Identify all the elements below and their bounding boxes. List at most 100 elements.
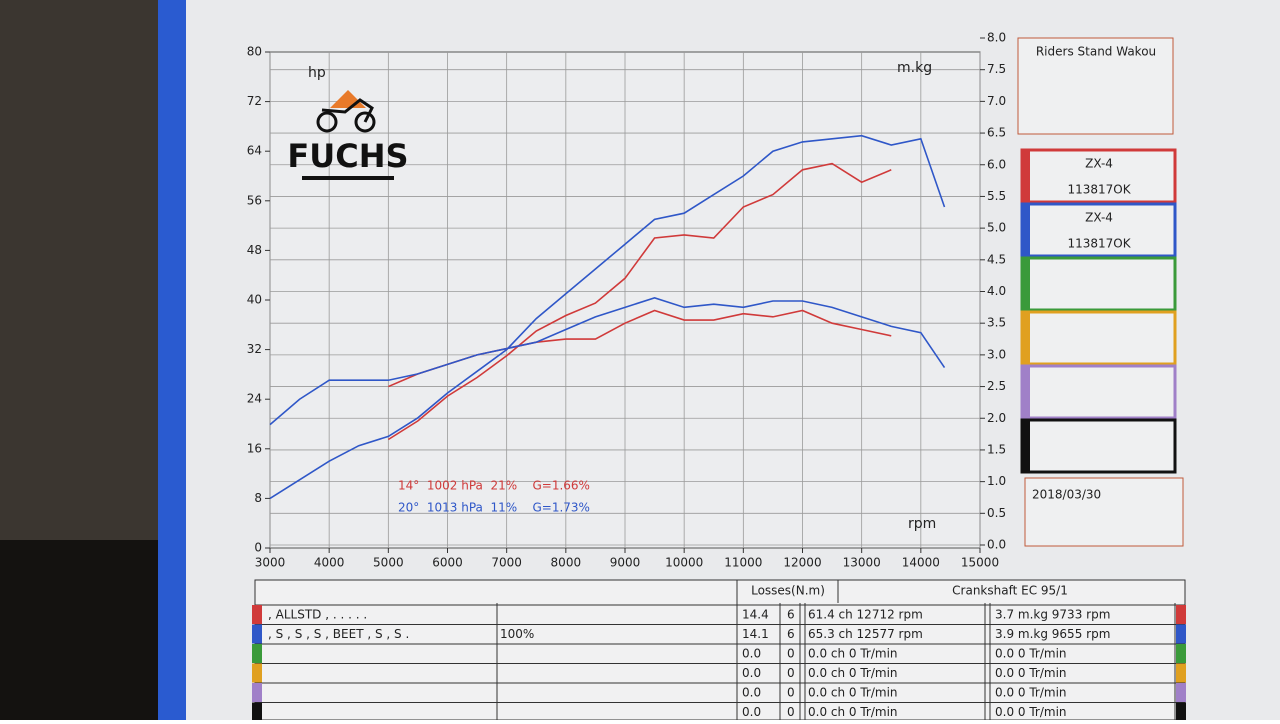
row-swatch <box>1176 663 1186 683</box>
legend-swatch <box>1022 366 1030 418</box>
table-cell: 0.0 0 Tr/min <box>995 686 1067 700</box>
table-cell: 3.7 m.kg 9733 rpm <box>995 608 1110 622</box>
table-cell: 0 <box>787 686 795 700</box>
y-tick-label: 56 <box>247 193 262 207</box>
legend-swatch <box>1022 258 1030 310</box>
y2-tick-label: 4.0 <box>987 284 1006 298</box>
table-cell: 6 <box>787 627 795 641</box>
date: 2018/03/30 <box>1032 488 1101 502</box>
legend-entry: ZX-4 <box>1085 157 1113 171</box>
legend-entry: 113817OK <box>1067 237 1131 251</box>
y-tick-label: 40 <box>247 293 262 307</box>
table-cell: , ALLSTD , . . . . . <box>268 608 367 622</box>
logo-wheel <box>354 111 376 133</box>
x-tick-label: 7000 <box>491 556 522 570</box>
y2-tick-label: 6.0 <box>987 157 1006 171</box>
table-cell: 100% <box>500 627 534 641</box>
y-tick-label: 80 <box>247 45 262 59</box>
x-tick-label: 12000 <box>783 556 821 570</box>
table-cell: 0 <box>787 666 795 680</box>
row-swatch <box>1176 702 1186 722</box>
logo: FUCHS <box>287 90 409 180</box>
row-swatch <box>252 702 262 722</box>
legend-swatch <box>1022 312 1030 364</box>
x-tick-label: 13000 <box>843 556 881 570</box>
row-swatch <box>252 663 262 683</box>
table-cell: 0.0 <box>742 686 761 700</box>
table-cell: 6 <box>787 608 795 622</box>
y2-tick-label: 5.5 <box>987 189 1006 203</box>
x-tick-label: 15000 <box>961 556 999 570</box>
y2-tick-label: 1.0 <box>987 474 1006 488</box>
y2-tick-label: 3.0 <box>987 347 1006 361</box>
table-cell: 0.0 ch 0 Tr/min <box>808 647 898 661</box>
x-tick-label: 11000 <box>724 556 762 570</box>
legend-swatch <box>1022 150 1030 202</box>
y-tick-label: 0 <box>254 541 262 555</box>
y2-tick-label: 0.0 <box>987 538 1006 552</box>
x-tick-label: 5000 <box>373 556 404 570</box>
table-cell: 14.4 <box>742 608 769 622</box>
row-swatch <box>1176 605 1186 624</box>
y2-tick-label: 1.5 <box>987 442 1006 456</box>
logo-bike <box>321 98 374 123</box>
legend-swatch <box>1022 420 1030 472</box>
legend-entry: ZX-4 <box>1085 211 1113 225</box>
x-tick-label: 8000 <box>551 556 582 570</box>
right-unit: m.kg <box>897 60 932 76</box>
logo-text: FUCHS <box>287 137 408 175</box>
table-cell: 0.0 <box>742 666 761 680</box>
y2-tick-label: 7.0 <box>987 94 1006 108</box>
y-tick-label: 24 <box>247 392 262 406</box>
y2-tick-label: 8.0 <box>987 31 1006 45</box>
annotation: 20° 1013 hPa 11% G=1.73% <box>398 501 590 515</box>
row-swatch <box>1176 644 1186 663</box>
x-tick-label: 6000 <box>432 556 463 570</box>
y2-tick-label: 7.5 <box>987 62 1006 76</box>
x-unit: rpm <box>908 516 936 532</box>
legend-box <box>1020 418 1177 474</box>
y2-tick-label: 5.0 <box>987 221 1006 235</box>
y-tick-label: 48 <box>247 243 262 257</box>
y2-tick-label: 2.5 <box>987 379 1006 393</box>
series-line <box>387 162 892 441</box>
legend-swatch <box>1022 204 1030 256</box>
series-line <box>269 134 946 500</box>
table-cell: 0.0 <box>742 647 761 661</box>
row-swatch <box>1176 683 1186 702</box>
folder-edge <box>158 0 190 720</box>
x-tick-label: 3000 <box>255 556 286 570</box>
table-cell: 0.0 ch 0 Tr/min <box>808 666 898 680</box>
x-tick-label: 9000 <box>610 556 641 570</box>
legend-entry: 113817OK <box>1067 183 1131 197</box>
y2-tick-label: 6.5 <box>987 126 1006 140</box>
logo-bar <box>302 176 394 180</box>
grid <box>269 52 981 548</box>
table-cell: 61.4 ch 12712 rpm <box>808 608 923 622</box>
table-cell: 0.0 0 Tr/min <box>995 666 1067 680</box>
table: Losses(N.m) Crankshaft EC 95/1 , ALLSTD … <box>252 579 1186 722</box>
legend-box <box>1020 310 1177 366</box>
table-cell: 0.0 0 Tr/min <box>995 647 1067 661</box>
x-tick-label: 10000 <box>665 556 703 570</box>
row-swatch <box>252 683 262 702</box>
table-cell: 0.0 <box>742 705 761 719</box>
logo-wheel <box>316 111 338 133</box>
y2-tick-label: 4.5 <box>987 252 1006 266</box>
row-swatch <box>252 644 262 663</box>
table-header: Losses(N.m) <box>751 584 825 598</box>
y-tick-label: 8 <box>254 491 262 505</box>
row-swatch <box>252 624 262 644</box>
row-swatch <box>1176 624 1186 644</box>
y-tick-label: 16 <box>247 441 262 455</box>
annotation: 14° 1002 hPa 21% G=1.66% <box>398 479 590 493</box>
table-cell: 3.9 m.kg 9655 rpm <box>995 627 1110 641</box>
y-tick-label: 64 <box>247 144 262 158</box>
table-cell: 65.3 ch 12577 rpm <box>808 627 923 641</box>
x-tick-label: 4000 <box>314 556 345 570</box>
table-cell: 0 <box>787 705 795 719</box>
table-cell: 14.1 <box>742 627 769 641</box>
y2-tick-label: 3.5 <box>987 316 1006 330</box>
